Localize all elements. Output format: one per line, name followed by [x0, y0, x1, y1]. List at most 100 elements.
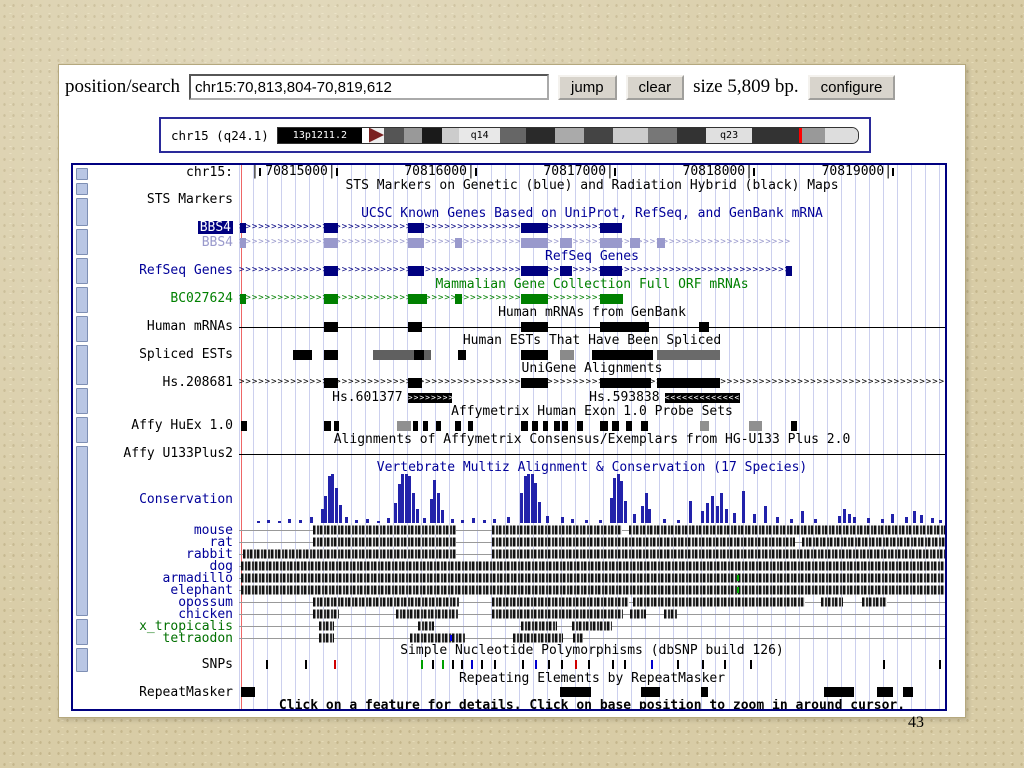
conservation-bar[interactable] [394, 503, 398, 523]
conservation-bar[interactable] [890, 514, 894, 523]
feature-box[interactable] [407, 237, 424, 248]
conservation-bar[interactable] [939, 519, 943, 523]
track-label-text[interactable]: RefSeq Genes [139, 263, 233, 278]
snp-tick[interactable] [548, 660, 551, 669]
conservation-bar[interactable] [436, 493, 440, 523]
feature-box[interactable] [560, 265, 573, 276]
snp-tick[interactable] [441, 660, 444, 669]
snp-tick[interactable] [702, 660, 705, 669]
feature-box[interactable]: <<<<<<<<<<<<<<<<<<<<<<<<<<<<<<<<<<<<<<<< [664, 392, 740, 403]
conservation-bar[interactable] [764, 506, 768, 523]
conservation-bar[interactable] [930, 518, 934, 523]
track-label-text[interactable]: rabbit [186, 546, 233, 562]
feature-box[interactable] [407, 222, 424, 233]
chromosome-band[interactable] [383, 127, 405, 143]
feature-box[interactable] [323, 222, 338, 233]
feature-box[interactable] [241, 687, 255, 697]
feature-box[interactable] [902, 687, 913, 697]
conservation-bar[interactable] [789, 519, 793, 523]
gene-intron-line[interactable]: >>>>>>>>>>>>>>>>>>>>>>>>>>>>>>>>>>>>>>>>… [239, 293, 622, 303]
snp-tick[interactable] [431, 660, 434, 669]
conservation-bar[interactable] [523, 475, 527, 523]
feature-box[interactable] [599, 265, 622, 276]
snp-tick[interactable] [587, 660, 590, 669]
alignment-band[interactable] [861, 597, 888, 607]
conservation-bar[interactable] [710, 496, 714, 523]
track-label-text[interactable]: Affy HuEx 1.0 [131, 418, 233, 433]
alignment-band[interactable] [491, 537, 796, 547]
conservation-bar[interactable] [742, 491, 746, 523]
conservation-bar[interactable] [584, 519, 588, 523]
chromosome-ideogram[interactable]: 13p1211.2 q14 q23 [276, 126, 859, 144]
track-config-button[interactable] [76, 229, 88, 255]
snp-tick[interactable] [892, 168, 895, 176]
snp-tick[interactable] [613, 168, 616, 176]
feature-box[interactable] [599, 321, 650, 332]
feature-box[interactable] [521, 420, 529, 431]
feature-box[interactable] [791, 420, 798, 431]
alignment-band[interactable] [802, 537, 945, 547]
feature-box[interactable] [323, 237, 338, 248]
track-config-button[interactable] [76, 446, 88, 616]
conservation-bar[interactable] [422, 518, 426, 523]
conservation-bar[interactable] [641, 506, 645, 523]
conservation-bar[interactable] [416, 509, 420, 523]
alignment-band[interactable] [318, 633, 335, 643]
conservation-bar[interactable] [450, 518, 454, 523]
track-config-button[interactable] [76, 198, 88, 226]
alignment-band[interactable] [241, 573, 945, 583]
conservation-bar[interactable] [814, 518, 818, 523]
chromosome-band[interactable]: 13p1211.2 [277, 127, 362, 143]
track-config-button[interactable] [76, 168, 88, 180]
track-config-button[interactable] [76, 417, 88, 443]
snp-tick[interactable] [481, 660, 484, 669]
track-config-button[interactable] [76, 648, 88, 672]
conservation-bar[interactable] [775, 517, 779, 523]
feature-box[interactable] [559, 687, 591, 697]
conservation-bar[interactable] [376, 520, 380, 523]
conservation-bar[interactable] [493, 519, 497, 523]
snp-tick[interactable] [650, 660, 653, 669]
feature-box[interactable] [599, 237, 622, 248]
feature-box[interactable] [455, 420, 462, 431]
feature-box[interactable] [407, 293, 428, 304]
conservation-bar[interactable] [507, 517, 511, 523]
feature-box[interactable]: >>>>>>>>>>>>>>>>>>>>>>>>>>>>>>>>>>>>>>>> [407, 392, 453, 403]
conservation-bar[interactable] [733, 513, 737, 523]
chromosome-band[interactable] [404, 127, 422, 143]
alignment-band[interactable] [313, 609, 340, 619]
snp-tick[interactable] [724, 660, 727, 669]
conservation-bar[interactable] [387, 517, 391, 523]
gene-intron-line[interactable]: >>>>>>>>>>>>>>>>>>>>>>>>>>>>>>>>>>>>>>>>… [239, 377, 945, 387]
jump-button[interactable]: jump [558, 74, 617, 100]
feature-box[interactable] [323, 420, 331, 431]
track-label-text[interactable]: BC027624 [170, 291, 233, 306]
alignment-band[interactable] [630, 609, 646, 619]
conservation-bar[interactable] [599, 520, 603, 523]
alignment-band[interactable] [491, 525, 622, 535]
snp-tick[interactable] [265, 660, 268, 669]
conservation-bar[interactable] [904, 517, 908, 523]
snp-tick[interactable] [736, 587, 739, 593]
alignment-band[interactable] [521, 621, 557, 631]
conservation-bar[interactable] [320, 509, 324, 523]
conservation-bar[interactable] [613, 478, 617, 523]
conservation-bar[interactable] [623, 501, 627, 523]
conservation-bar[interactable] [705, 503, 709, 523]
feature-box[interactable] [823, 687, 854, 697]
feature-box[interactable] [373, 349, 432, 360]
snp-tick[interactable] [421, 660, 424, 669]
feature-box[interactable] [877, 687, 894, 697]
conservation-bar[interactable] [397, 484, 401, 523]
feature-box[interactable] [323, 349, 338, 360]
conservation-bar[interactable] [327, 475, 331, 523]
conservation-bar[interactable] [534, 483, 538, 523]
chromosome-band[interactable] [613, 127, 648, 143]
chromosome-band[interactable] [647, 127, 677, 143]
feature-box[interactable] [407, 321, 422, 332]
conservation-bar[interactable] [700, 511, 704, 523]
feature-box[interactable] [701, 687, 708, 697]
conservation-bar[interactable] [616, 474, 620, 523]
chromosome-band[interactable]: q14 [459, 127, 500, 143]
alignment-band[interactable] [313, 537, 457, 547]
